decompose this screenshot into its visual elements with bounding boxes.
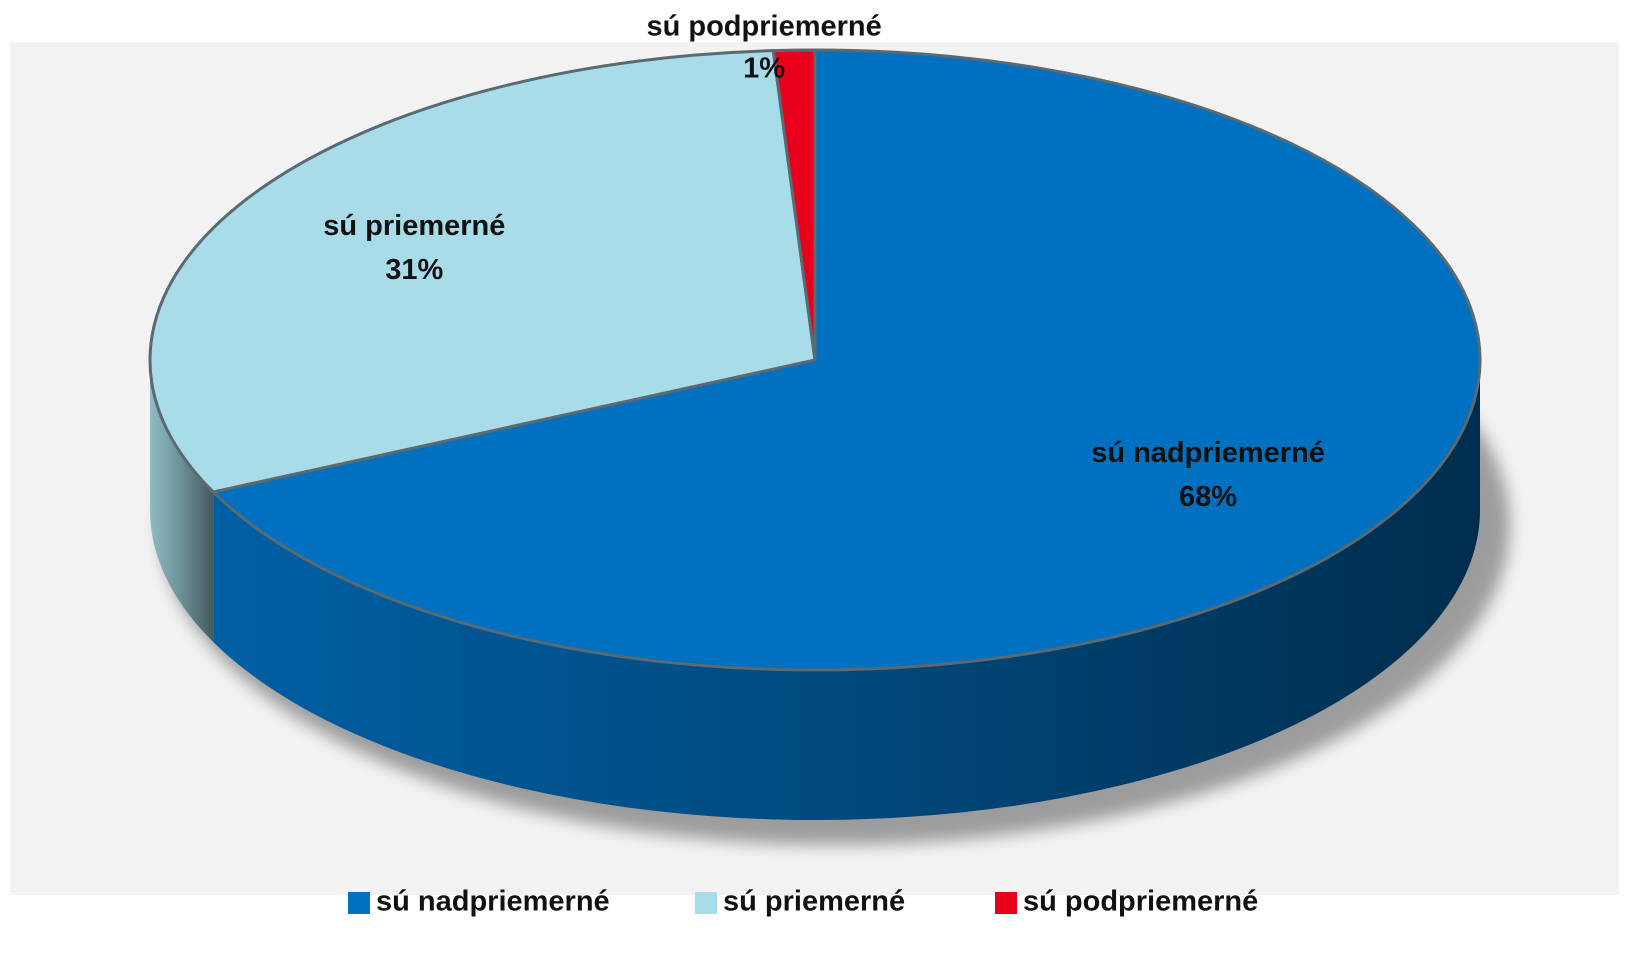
data-label-name: sú priemerné — [323, 210, 505, 242]
legend-swatch — [995, 892, 1017, 914]
legend-swatch — [348, 892, 370, 914]
slice — [210, 48, 1482, 672]
data-label-name: sú nadpriemerné — [1091, 437, 1325, 469]
data-label-value: 1% — [743, 53, 785, 85]
data-label-value: 31% — [385, 254, 443, 286]
data-label-name: sú podpriemerné — [646, 11, 881, 43]
data-label-value: 68% — [1179, 481, 1237, 513]
slice-side-shade — [213, 360, 1480, 820]
legend-label: sú nadpriemerné — [376, 886, 610, 918]
legend-swatch — [695, 892, 717, 914]
legend-label: sú podpriemerné — [1023, 886, 1258, 918]
legend-label: sú priemerné — [723, 886, 905, 918]
slice — [771, 48, 817, 361]
slice — [148, 49, 817, 494]
